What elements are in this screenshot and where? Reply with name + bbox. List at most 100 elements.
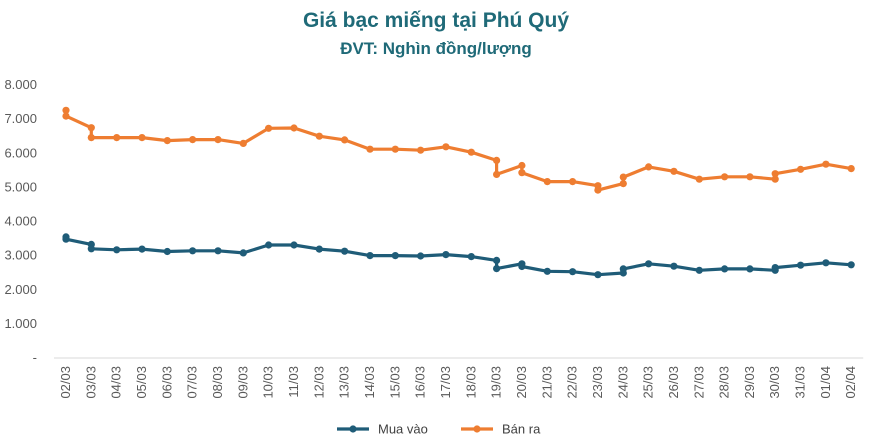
data-point [265, 241, 273, 249]
data-point [138, 245, 146, 253]
x-tick-label: 17/03 [438, 366, 453, 399]
data-point [822, 259, 830, 267]
data-point [619, 180, 627, 188]
x-tick-label: 20/03 [514, 366, 529, 399]
data-point [645, 260, 653, 268]
x-tick-label: 04/03 [109, 366, 124, 399]
data-point [467, 253, 475, 261]
x-tick-label: 09/03 [235, 366, 250, 399]
data-point [138, 134, 146, 142]
series-line [64, 236, 852, 277]
data-point [163, 137, 171, 145]
data-point [847, 165, 855, 173]
x-tick-label: 31/03 [793, 366, 808, 399]
x-tick-label: 13/03 [337, 366, 352, 399]
data-point [543, 178, 551, 186]
data-point [214, 136, 222, 144]
data-point [721, 173, 729, 181]
plot-area [62, 106, 855, 279]
x-tick-label: 28/03 [717, 366, 732, 399]
data-point [594, 271, 602, 279]
data-point [797, 165, 805, 173]
y-tick-label: 2.000 [4, 282, 37, 297]
data-point [265, 124, 273, 132]
data-point [341, 247, 349, 255]
data-point [467, 148, 475, 156]
data-point [645, 163, 653, 171]
x-tick-label: 19/03 [489, 366, 504, 399]
data-point [695, 175, 703, 183]
y-tick-label: 4.000 [4, 214, 37, 229]
data-point [695, 266, 703, 274]
data-point [847, 261, 855, 269]
data-point [341, 136, 349, 144]
data-point [493, 156, 501, 164]
y-tick-label: 7.000 [4, 111, 37, 126]
y-axis: - 1.000 2.000 3.000 4.000 5.000 6.000 7.000 8.00… [4, 77, 37, 365]
data-point [391, 145, 399, 153]
x-tick-label: 11/03 [286, 366, 301, 398]
data-point [391, 252, 399, 260]
x-tick-label: 29/03 [742, 366, 757, 399]
data-point [594, 186, 602, 194]
x-tick-label: 27/03 [691, 366, 706, 399]
x-tick-label: 22/03 [565, 366, 580, 399]
data-point [493, 265, 501, 273]
chart-subtitle: ĐVT: Nghìn đồng/lượng [340, 39, 532, 58]
y-tick-label: 5.000 [4, 179, 37, 194]
x-tick-label: 01/04 [818, 366, 833, 399]
data-point [290, 241, 298, 249]
data-point [670, 262, 678, 270]
x-tick-label: 23/03 [590, 366, 605, 399]
data-point [417, 252, 425, 260]
y-tick-label: 8.000 [4, 77, 37, 92]
data-point [214, 247, 222, 255]
data-point [239, 249, 247, 257]
series-ban-ra [62, 106, 855, 194]
data-point [366, 252, 374, 260]
x-tick-label: 08/03 [210, 366, 225, 399]
legend-swatch-marker [473, 425, 481, 433]
data-point [746, 265, 754, 273]
data-point [518, 169, 526, 177]
data-point [493, 170, 501, 178]
data-point [797, 261, 805, 269]
data-point [315, 132, 323, 140]
x-tick-label: 15/03 [387, 366, 402, 399]
legend-label: Bán ra [502, 422, 541, 437]
data-point [87, 245, 95, 253]
data-point [543, 267, 551, 275]
x-tick-label: 07/03 [185, 366, 200, 399]
data-point [62, 235, 70, 243]
data-point [721, 265, 729, 273]
x-tick-label: 21/03 [539, 366, 554, 399]
x-tick-label: 05/03 [134, 366, 149, 399]
legend-swatch-marker [349, 425, 357, 433]
chart-title-block: Giá bạc miếng tại Phú Quý ĐVT: Nghìn đồn… [0, 0, 872, 60]
legend-item: Bán ra [461, 422, 541, 437]
data-point [670, 167, 678, 175]
legend: Mua vào Bán ra [337, 422, 541, 437]
data-point [62, 106, 70, 114]
legend-label: Mua vào [378, 422, 428, 437]
x-tick-label: 02/03 [58, 366, 73, 399]
x-tick-label: 24/03 [615, 366, 630, 399]
x-tick-label: 02/04 [843, 366, 858, 399]
data-point [366, 145, 374, 153]
data-point [239, 139, 247, 147]
data-point [822, 160, 830, 168]
y-tick-label: - [33, 350, 37, 365]
data-point [87, 124, 95, 132]
series-line [64, 110, 852, 192]
data-point [113, 246, 121, 254]
data-point [290, 124, 298, 132]
data-point [442, 143, 450, 151]
legend-item: Mua vào [337, 422, 428, 437]
data-point [746, 173, 754, 181]
data-point [619, 265, 627, 273]
y-tick-label: 1.000 [4, 316, 37, 331]
data-point [771, 170, 779, 178]
y-tick-label: 6.000 [4, 145, 37, 160]
x-axis: 02/03 03/03 04/03 05/03 06/03 07/03 08/03 09/03… [54, 357, 864, 399]
